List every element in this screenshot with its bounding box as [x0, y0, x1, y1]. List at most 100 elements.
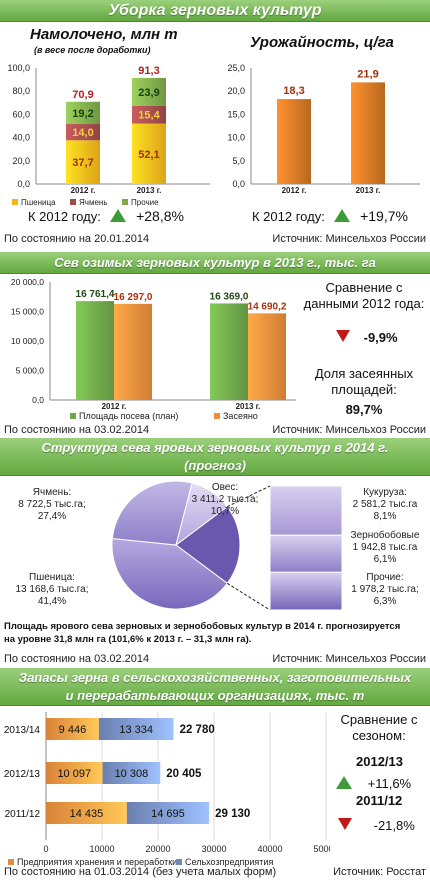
bar-segment	[66, 101, 100, 125]
stocks-season1-cmp: +11,6%	[336, 776, 411, 791]
data-label: 14,0	[72, 127, 93, 139]
pie-label-legumes-pct: 6,1%	[373, 554, 397, 565]
winter-cmp-value: -9,9%	[363, 330, 398, 345]
stocks-season2: 2011/12	[356, 793, 403, 808]
winter-cmp-title: Сравнение с данными 2012 года:	[303, 280, 425, 311]
data-label: 19,2	[72, 108, 93, 120]
harvest-chart-title: Намолочено, млн т	[30, 26, 178, 43]
pie-label-corn-value: 2 581,2 тыс.га	[352, 499, 418, 510]
legend-label: Пшеница	[21, 198, 56, 207]
y-tick-label: 10 000,0	[11, 336, 44, 346]
bar	[351, 82, 385, 184]
x-tick-label: 0	[43, 844, 48, 854]
pie-label-oats-pct: 10,7%	[210, 506, 240, 517]
y-tick-label: 80,0	[12, 86, 30, 96]
x-tick-label: 20000	[145, 844, 170, 854]
legend-swatch	[12, 199, 18, 205]
total-label: 22 780	[180, 724, 215, 736]
yield-chart-title: Урожайность, ц/га	[250, 34, 394, 51]
data-label: 52,1	[138, 149, 159, 161]
legend-label: Площадь посева (план)	[79, 411, 178, 421]
y-tick-label: 2011/12	[5, 809, 41, 820]
increase-arrow-icon	[334, 209, 351, 222]
spring-sowing-pie-chart	[111, 480, 343, 611]
total-label: 70,9	[72, 89, 93, 101]
pie-label-barley: Ячмень: 8 722,5 тыс.га; 27,4%	[4, 487, 100, 523]
harvest-compare-label: К 2012 году:	[28, 209, 101, 224]
data-label: 14 690,2	[248, 301, 287, 312]
data-label: 16 369,0	[210, 291, 249, 302]
harvest-compare: К 2012 году: +28,8%	[28, 208, 184, 224]
winter-cmp: -9,9%	[336, 330, 398, 345]
legend-swatch	[70, 199, 76, 205]
data-label: 16 761,4	[76, 289, 115, 300]
pie-label-legumes: Зернобобовые 1 942,8 тыс.га 6,1%	[342, 530, 428, 566]
x-tick-label: 2012 г.	[71, 186, 96, 195]
yield-compare-value: +19,7%	[360, 208, 408, 224]
grain-stocks-bar-chart: 0 10000 20000 30000 40000 50000 9 446 13 334 22 …	[4, 712, 330, 867]
legend-label: Предприятия хранения и переработки	[17, 857, 177, 867]
pie-label-barley-value: 8 722,5 тыс.га;	[18, 499, 86, 510]
pie-slice-oats	[175, 482, 228, 547]
spring-forecast-note: Площадь ярового сева зерновых и зернобоб…	[4, 620, 400, 646]
stocks-banner-line1: Запасы зерна в сельскохозяйственных, заг…	[18, 670, 412, 685]
y-tick-label: 5 000,0	[16, 366, 45, 376]
y-tick-label: 20,0	[227, 86, 245, 96]
bar-segment	[132, 105, 166, 124]
winter-share-value: 89,7%	[345, 402, 383, 417]
legend-label: Засеяно	[223, 411, 258, 421]
legend-label: Ячмень	[79, 198, 107, 207]
pie-label-barley-pct: 27,4%	[37, 511, 67, 522]
stocks-season1-value: +11,6%	[367, 776, 412, 791]
pie-label-corn: Кукуруза: 2 581,2 тыс.га 8,1%	[342, 487, 428, 523]
winter-footer-date: По состоянию на 03.02.2014	[4, 424, 150, 436]
bar-segment	[98, 718, 174, 740]
harvest-stacked-bar-chart: 0,0 20,0 40,0 60,0 80,0 100,0 37,7 14,0 19,2 70,9…	[7, 63, 210, 207]
data-label: 14 435	[70, 808, 104, 820]
y-tick-label: 60,0	[12, 109, 30, 119]
x-tick-label: 2013 г.	[236, 402, 261, 411]
pie-label-legumes-name: Зернобобовые	[350, 530, 420, 541]
data-label: 18,3	[283, 85, 304, 97]
data-label: 13 334	[119, 724, 153, 736]
x-tick-label: 40000	[257, 844, 282, 854]
stocks-banner-line2: и перерабатывающих организациях, тыс. т	[65, 688, 365, 703]
x-tick-label: 30000	[201, 844, 226, 854]
pie-label-oats-name: Овес:	[211, 482, 239, 493]
spring-note-line2: на уровне 31,8 млн га (101,6% к 2013 г. …	[4, 634, 252, 645]
decrease-arrow-icon	[336, 330, 350, 342]
grain-stocks-banner: Запасы зерна в сельскохозяйственных, заг…	[0, 668, 430, 706]
pie-label-other-pct: 6,3%	[373, 596, 397, 607]
x-tick-label: 2012 г.	[282, 186, 307, 195]
y-tick-label: 10,0	[227, 133, 245, 143]
total-label: 91,3	[138, 65, 159, 77]
pie-label-wheat-value: 13 168,6 тыс.га;	[15, 584, 89, 595]
winter-source: Источник: Минсельхоз России	[272, 424, 426, 436]
stocks-source: Источник: Росстат	[333, 866, 426, 878]
pie-label-corn-name: Кукуруза:	[363, 487, 407, 498]
data-label: 10 097	[57, 768, 91, 780]
bar	[114, 303, 152, 400]
harvest-compare-value: +28,8%	[136, 208, 184, 224]
legend-swatch	[176, 859, 182, 865]
bar-segment	[102, 762, 161, 784]
y-tick-label: 15 000,0	[11, 307, 44, 317]
total-label: 29 130	[215, 808, 250, 820]
bar-segment	[66, 124, 100, 141]
bar-segment	[46, 802, 127, 824]
legend-swatch	[8, 859, 14, 865]
spring-footer-date: По состоянию на 03.02.2014	[4, 653, 150, 665]
harvest-footer-date: По состоянию на 20.01.2014	[4, 233, 150, 245]
legend-swatch	[70, 413, 76, 419]
bar-segment	[132, 77, 166, 106]
y-tick-label: 100,0	[7, 63, 30, 73]
y-tick-label: 2013/14	[4, 725, 41, 736]
pie-slice-wheat	[111, 537, 228, 610]
decrease-arrow-icon	[338, 818, 352, 830]
x-tick-label: 2013 г.	[137, 186, 162, 195]
increase-arrow-icon	[336, 776, 352, 789]
spring-banner-line1: Структура сева яровых зерновых культур в…	[41, 440, 389, 455]
data-label: 37,7	[72, 157, 93, 169]
pie-label-wheat: Пшеница: 13 168,6 тыс.га; 41,4%	[4, 572, 100, 608]
spring-source: Источник: Минсельхоз России	[272, 653, 426, 665]
